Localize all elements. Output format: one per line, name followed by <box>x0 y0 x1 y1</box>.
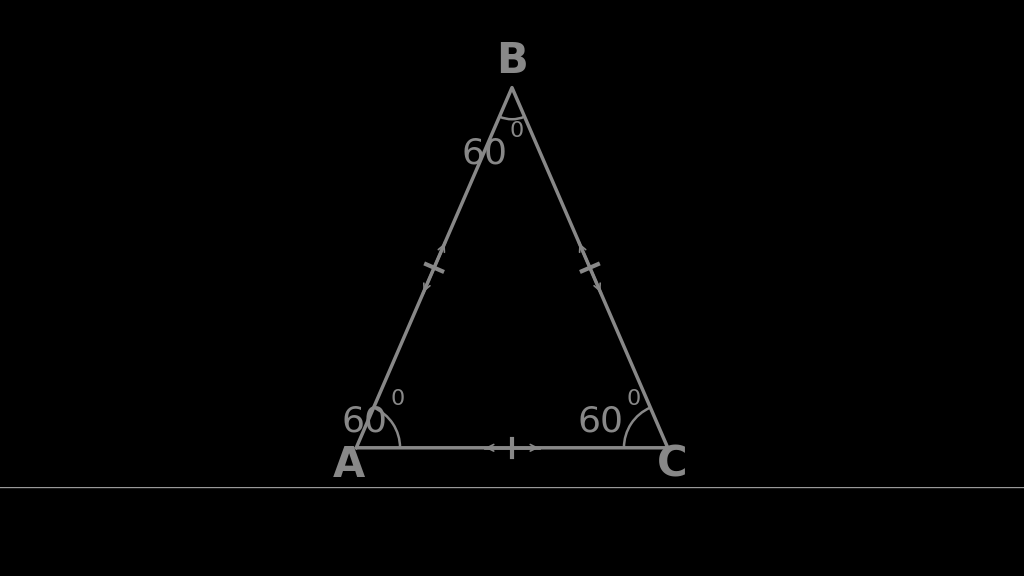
Text: An equilateral triangle with congruent angles and equal sides: An equilateral triangle with congruent a… <box>179 517 1024 545</box>
Text: 0: 0 <box>627 389 641 409</box>
Text: 0: 0 <box>390 389 404 409</box>
Text: Figure 7-3:: Figure 7-3: <box>26 517 198 545</box>
Text: A: A <box>333 444 366 486</box>
Text: 0: 0 <box>510 121 524 141</box>
Text: 60: 60 <box>578 404 624 438</box>
Text: B: B <box>496 40 528 82</box>
Text: 60: 60 <box>461 137 507 170</box>
Text: 60: 60 <box>342 404 388 438</box>
Text: C: C <box>657 444 688 486</box>
